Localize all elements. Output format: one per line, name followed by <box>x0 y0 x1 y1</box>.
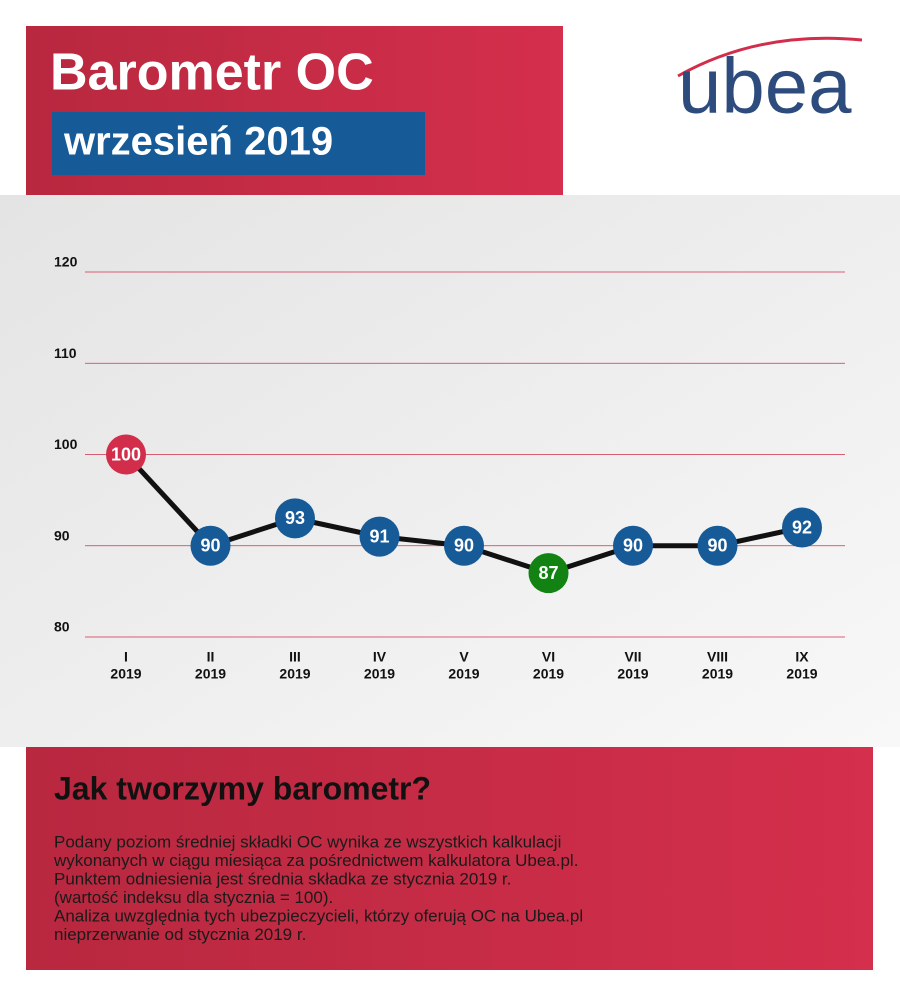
x-tick-year: 2019 <box>195 666 226 682</box>
value-label: 87 <box>538 563 558 583</box>
value-label: 90 <box>200 536 220 556</box>
point <box>275 498 315 539</box>
y-tick-label: 80 <box>54 619 70 635</box>
logo: ubea <box>678 42 852 130</box>
x-tick-year: 2019 <box>448 666 479 682</box>
value-label: 90 <box>623 536 643 556</box>
info-heading: Jak tworzymy barometr? <box>54 770 431 806</box>
x-tick-label: V <box>459 649 469 665</box>
value-label: 92 <box>792 517 812 537</box>
point <box>613 525 653 566</box>
point <box>444 525 484 566</box>
logo-arc <box>677 36 863 78</box>
subtitle: wrzesień 2019 <box>63 120 333 164</box>
point <box>782 507 822 548</box>
x-tick-year: 2019 <box>533 666 564 682</box>
info-line: Analiza uwzględnia tych ubezpieczycieli,… <box>54 906 583 925</box>
chart-background <box>0 195 900 747</box>
x-tick-year: 2019 <box>617 666 648 682</box>
chart: 8090100110120I2019II2019III2019IV2019V20… <box>54 254 845 682</box>
x-tick-label: IV <box>373 649 387 665</box>
x-tick-year: 2019 <box>702 666 733 682</box>
info-line: (wartość indeksu dla stycznia = 100). <box>54 888 333 907</box>
info-line: Podany poziom średniej składki OC wynika… <box>54 832 561 851</box>
x-tick-year: 2019 <box>364 666 395 682</box>
value-label: 100 <box>111 444 141 464</box>
x-tick-label: VIII <box>707 649 728 665</box>
x-tick-year: 2019 <box>279 666 310 682</box>
y-tick-label: 90 <box>54 527 70 543</box>
value-label: 90 <box>454 536 474 556</box>
info-line: wykonanych w ciągu miesiąca za pośrednic… <box>53 851 578 870</box>
info-line: nieprzerwanie od stycznia 2019 r. <box>54 925 306 944</box>
x-tick-year: 2019 <box>110 666 141 682</box>
x-tick-label: IX <box>795 649 809 665</box>
y-tick-label: 100 <box>54 436 78 452</box>
value-label: 93 <box>285 508 305 528</box>
x-tick-label: VI <box>542 649 555 665</box>
value-label: 90 <box>707 536 727 556</box>
info-line: Punktem odniesienia jest średnia składka… <box>54 869 511 888</box>
point <box>359 516 400 557</box>
point <box>528 553 569 594</box>
subtitle-box <box>52 112 425 175</box>
value-label: 91 <box>369 526 389 546</box>
point <box>697 525 738 566</box>
x-tick-label: III <box>289 649 301 665</box>
x-tick-year: 2019 <box>786 666 817 682</box>
info-text: Podany poziom średniej składki OC wynika… <box>53 832 583 944</box>
title: Barometr OC <box>50 44 374 102</box>
x-tick-label: I <box>124 649 128 665</box>
x-tick-label: VII <box>624 649 641 665</box>
info-box <box>26 747 873 970</box>
x-tick-label: II <box>207 649 215 665</box>
y-tick-label: 120 <box>54 254 78 270</box>
point <box>106 434 146 475</box>
point <box>190 525 231 566</box>
y-tick-label: 110 <box>54 345 77 361</box>
